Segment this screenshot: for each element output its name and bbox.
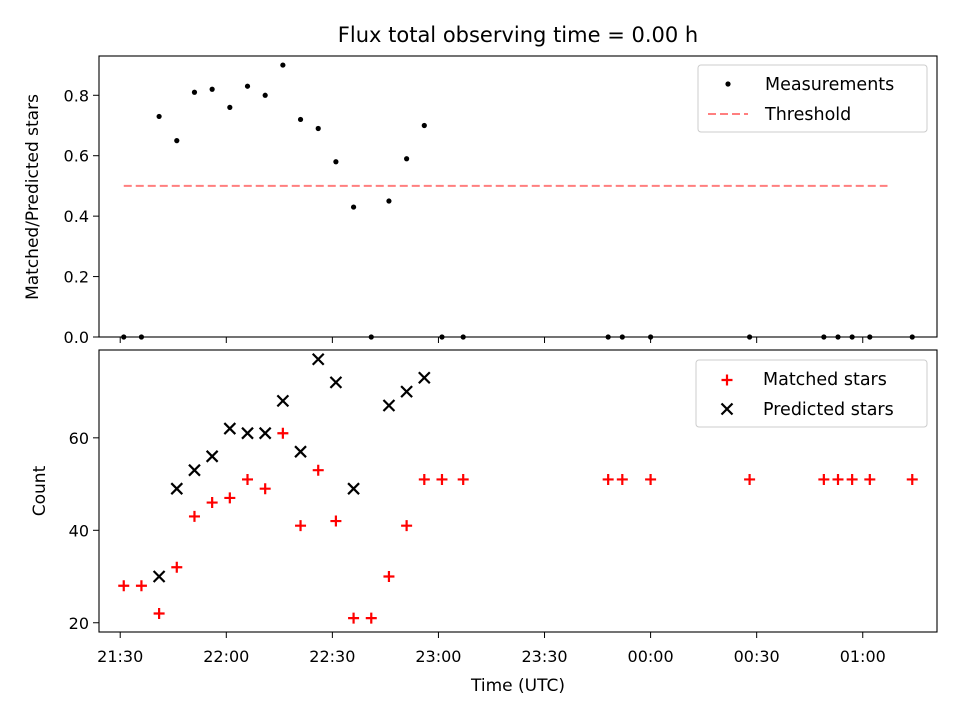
predicted-star-point [205,450,219,463]
matched-star-point [365,612,377,624]
legend-measurements-marker [725,81,731,87]
measurement-point [227,104,233,110]
x-tick-label: 22:00 [203,647,249,666]
predicted-star-point [294,445,307,458]
predicted-star-point [418,371,431,385]
top-legend: Measurements Threshold [697,64,928,133]
bottom-y-tick-label: 40 [69,521,89,540]
matched-star-point [277,427,289,439]
top-y-tick-label: 0.6 [64,147,89,166]
matched-star-point [602,473,614,485]
measurement-point [280,62,286,68]
measurement-point [350,204,357,210]
legend-measurements-label: Measurements [765,75,894,95]
legend-matched-label: Matched stars [763,370,887,390]
top-y-axis-label: Matched/Predicted stars [23,94,43,300]
top-y-tick-label: 0.0 [64,328,89,347]
predicted-star-point [347,482,360,495]
top-y-tick-label: 0.8 [64,86,89,105]
matched-star-point [330,515,342,527]
predicted-star-point [188,463,201,477]
matched-star-point [645,473,657,485]
bottom-legend-box [695,359,928,428]
measurement-point [421,122,427,129]
matched-star-point [864,473,876,485]
matched-star-point [846,473,858,485]
x-tick-label: 00:00 [628,647,674,666]
x-axis-label: Time (UTC) [470,676,565,696]
predicted-star-point [258,426,272,440]
x-tick-label: 01:00 [840,647,886,666]
matched-star-point [153,608,165,620]
matched-star-point [259,483,271,495]
predicted-star-point [276,394,290,408]
bottom-legend: Matched stars Predicted stars [695,359,928,428]
measurement-point [174,138,180,144]
matched-star-point [118,580,130,592]
measurement-point [244,83,251,89]
matched-star-point [206,497,218,509]
x-tick-label: 21:30 [97,647,143,666]
top-y-tick-label: 0.4 [64,207,89,226]
measurement-point [386,198,392,204]
predicted-star-point [400,385,413,398]
bottom-y-tick-label: 20 [69,614,89,633]
legend-threshold-label: Threshold [764,105,851,125]
matched-star-point [906,473,918,485]
matched-star-point [188,510,200,522]
matched-star-point [383,571,395,583]
predicted-star-point [152,570,166,583]
measurement-point [333,159,339,165]
predicted-star-point [382,399,396,412]
matched-star-point [818,473,830,485]
measurement-point [209,86,215,92]
chart-title: Flux total observing time = 0.00 h [338,23,698,47]
measurement-point [156,113,162,120]
measurement-point [297,116,304,123]
measurement-point [262,92,268,98]
x-tick-label: 23:00 [415,647,461,666]
matched-star-point [171,561,183,573]
measurement-point [315,125,321,132]
top-legend-box [697,64,928,133]
matched-star-point [616,473,628,485]
matched-star-point [295,520,307,532]
top-y-tick-label: 0.2 [64,268,89,287]
bottom-y-tick-label: 60 [69,429,89,448]
matched-star-point [312,464,324,476]
predicted-star-point [329,376,343,389]
matched-star-point [224,492,236,504]
x-tick-label: 23:30 [521,647,567,666]
legend-matched-marker [721,374,733,386]
bottom-panel: 20 40 60 21:30 22:00 22:30 23:00 23:30 00:00 00:3… [30,349,938,696]
matched-star-point [135,580,147,592]
predicted-star-point [241,426,254,440]
matched-star-point [242,473,254,485]
matched-star-point [457,473,469,485]
top-axes-frame [98,55,938,338]
measurement-point [191,89,198,95]
top-panel: 0.00.20.40.60.8 Matched/Predicted stars … [23,55,938,347]
matched-star-point [401,520,413,532]
legend-predicted-label: Predicted stars [763,400,894,420]
measurement-point [404,156,410,162]
matched-star-point [436,473,448,485]
matched-star-point [348,612,360,624]
predicted-star-point [311,352,325,366]
legend-predicted-marker [720,402,734,416]
matched-star-point [744,473,756,485]
x-tick-label: 00:30 [734,647,780,666]
matched-star-point [832,473,844,485]
predicted-star-point [223,422,237,435]
bottom-y-axis-label: Count [30,465,50,516]
predicted-star-point [170,482,184,495]
x-tick-label: 22:30 [309,647,355,666]
bottom-axes-frame [98,349,938,633]
matched-star-point [418,473,430,485]
